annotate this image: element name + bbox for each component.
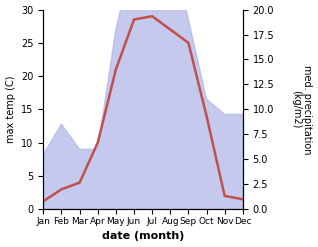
- X-axis label: date (month): date (month): [102, 231, 184, 242]
- Y-axis label: max temp (C): max temp (C): [5, 76, 16, 143]
- Y-axis label: med. precipitation
(kg/m2): med. precipitation (kg/m2): [291, 65, 313, 154]
